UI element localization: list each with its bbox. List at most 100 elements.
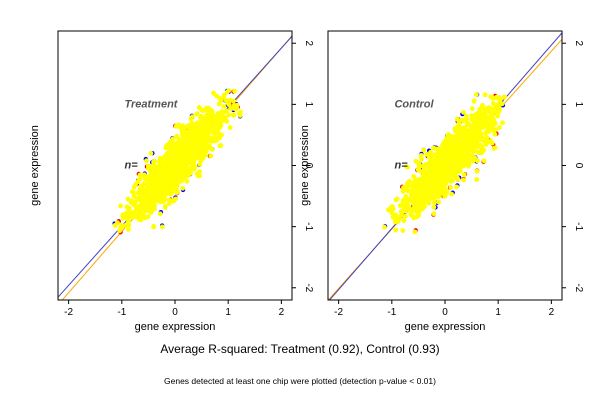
data-point <box>405 164 411 170</box>
data-point <box>478 125 483 131</box>
data-point <box>400 200 406 206</box>
data-point <box>399 209 405 215</box>
data-point <box>456 119 462 125</box>
data-point <box>444 138 449 144</box>
data-point <box>444 188 450 194</box>
data-point <box>389 210 395 216</box>
data-point <box>469 106 475 112</box>
data-point <box>410 182 416 188</box>
data-point <box>194 152 200 157</box>
data-point <box>126 219 131 224</box>
y-tick-label: -1 <box>303 222 314 231</box>
data-point <box>431 179 437 185</box>
data-point <box>202 152 208 158</box>
data-point <box>124 213 130 219</box>
y-tick-label: -1 <box>573 222 584 231</box>
data-point <box>136 216 142 222</box>
data-point <box>419 156 424 161</box>
y-axis-label: gene expression <box>299 125 311 206</box>
data-point <box>445 132 451 138</box>
data-point <box>471 98 477 104</box>
data-point <box>400 228 406 234</box>
plot-area <box>328 32 562 300</box>
data-point <box>171 157 177 163</box>
data-point <box>473 139 479 145</box>
data-point <box>156 181 162 187</box>
data-point <box>190 131 196 137</box>
data-point <box>416 168 422 173</box>
data-point <box>473 92 479 97</box>
data-point <box>151 159 156 165</box>
data-point <box>425 171 431 176</box>
data-point <box>437 153 443 159</box>
data-point <box>171 173 176 178</box>
data-point <box>161 168 167 174</box>
data-point <box>382 224 387 230</box>
data-point <box>431 204 437 210</box>
data-point <box>471 145 477 151</box>
y-tick-label: 0 <box>573 163 584 169</box>
data-point <box>221 104 227 109</box>
y-tick-label: 1 <box>303 102 314 108</box>
data-point <box>460 132 466 138</box>
data-point <box>441 186 446 191</box>
data-point <box>406 204 412 210</box>
y-tick-label: 0 <box>303 163 314 169</box>
data-point <box>446 144 452 150</box>
data-point <box>179 158 185 163</box>
data-point <box>207 120 213 126</box>
data-point <box>401 218 407 223</box>
data-point <box>226 112 232 118</box>
data-point <box>173 123 179 129</box>
data-point <box>214 118 220 124</box>
data-point <box>464 116 470 122</box>
data-point <box>211 90 216 96</box>
data-point <box>172 152 178 158</box>
data-point <box>150 185 156 191</box>
data-point <box>424 193 430 199</box>
data-point <box>478 106 483 112</box>
data-point <box>440 144 446 149</box>
data-point <box>145 166 151 171</box>
data-point <box>461 110 466 115</box>
data-point <box>448 185 454 190</box>
data-point <box>488 138 493 144</box>
data-point <box>169 189 175 195</box>
x-tick-label: 1 <box>225 307 231 318</box>
data-point <box>190 153 195 159</box>
data-point <box>427 190 432 196</box>
data-point <box>169 145 175 151</box>
data-point <box>164 143 169 149</box>
data-point <box>206 113 212 119</box>
data-point <box>194 136 200 141</box>
data-point <box>144 186 150 192</box>
data-point <box>180 134 186 140</box>
data-point <box>424 162 430 168</box>
data-point <box>411 193 417 199</box>
data-point <box>497 125 502 130</box>
data-point <box>443 179 449 184</box>
data-point <box>227 125 233 130</box>
data-point <box>154 187 160 193</box>
y-tick-label: -2 <box>303 283 314 292</box>
data-point <box>412 229 418 235</box>
data-point <box>128 198 134 204</box>
plot-area <box>58 35 292 300</box>
data-point <box>179 170 185 176</box>
data-point <box>392 212 398 218</box>
data-point <box>123 222 128 228</box>
data-point <box>158 160 163 165</box>
data-point <box>434 166 440 172</box>
data-point <box>480 149 485 154</box>
data-point <box>206 105 212 111</box>
data-point <box>200 108 206 114</box>
x-axis-label: gene expression <box>135 321 216 333</box>
data-point <box>137 176 143 182</box>
x-tick-label: 2 <box>549 307 555 318</box>
data-point <box>443 149 449 155</box>
data-point <box>413 179 418 184</box>
data-point <box>428 149 433 155</box>
x-tick-label: -2 <box>334 307 343 318</box>
data-point <box>413 208 419 214</box>
data-point <box>424 179 430 185</box>
